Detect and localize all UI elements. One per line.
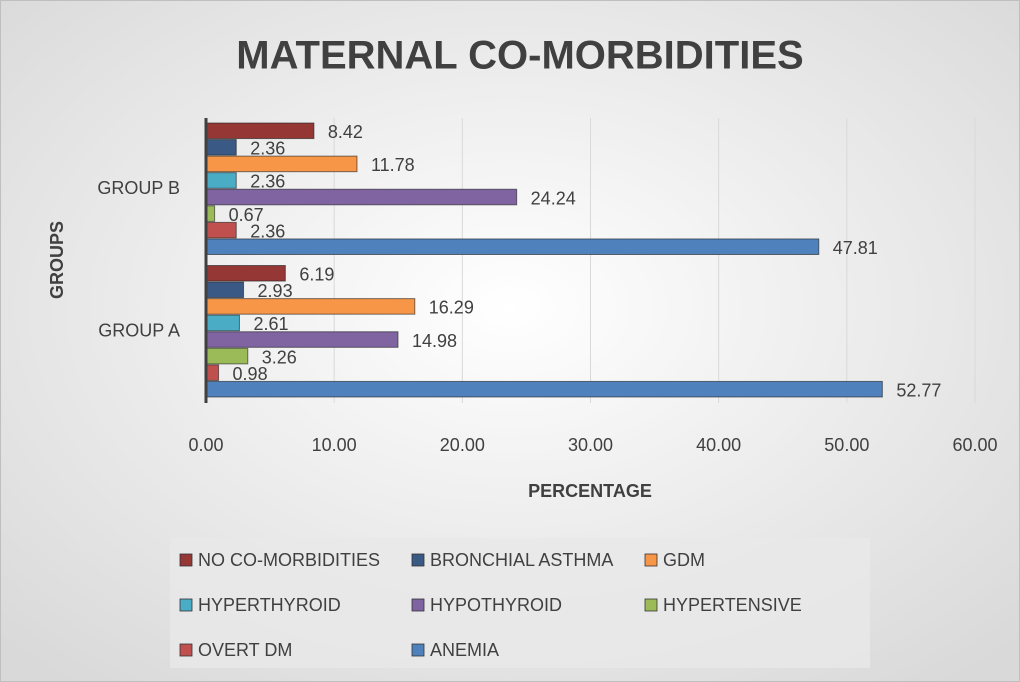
legend-swatch (179, 598, 193, 612)
bar (205, 331, 399, 348)
data-label: 0.67 (229, 205, 264, 225)
legend-label: BRONCHIAL ASTHMA (430, 550, 613, 570)
bar (205, 172, 237, 189)
data-label: 3.26 (262, 347, 297, 367)
data-label: 2.93 (258, 281, 293, 301)
data-label: 16.29 (429, 298, 474, 318)
y-tick-label: GROUP B (97, 178, 180, 198)
data-label: 2.36 (250, 221, 285, 241)
bar (205, 281, 245, 299)
bar (205, 221, 237, 239)
y-tick-label: GROUP A (98, 321, 180, 341)
bar (205, 380, 883, 398)
y-axis-title: GROUPS (47, 221, 67, 299)
bar (205, 347, 249, 365)
legend-label: OVERT DM (198, 640, 292, 660)
x-tick-label: 20.00 (440, 435, 485, 455)
bar (205, 364, 220, 381)
data-label: 2.61 (253, 314, 288, 334)
x-tick-label: 50.00 (824, 435, 869, 455)
data-label: 2.36 (250, 172, 285, 192)
legend-label: HYPERTHYROID (198, 595, 341, 615)
x-tick-label: 40.00 (696, 435, 741, 455)
bar (205, 298, 416, 315)
legend-swatch (179, 553, 193, 567)
legend-label: HYPOTHYROID (430, 595, 562, 615)
data-label: 52.77 (896, 380, 941, 400)
x-tick-label: 60.00 (952, 435, 997, 455)
legend-label: HYPERTENSIVE (663, 595, 802, 615)
legend-swatch (411, 598, 425, 612)
bar (205, 139, 237, 156)
legend-swatch (179, 643, 193, 657)
legend-swatch (411, 553, 425, 567)
bar (205, 122, 315, 140)
legend-swatch (411, 643, 425, 657)
data-label: 8.42 (328, 122, 363, 142)
x-tick-label: 30.00 (568, 435, 613, 455)
data-label: 11.78 (371, 155, 415, 175)
data-label: 24.24 (531, 188, 576, 208)
legend-swatch (644, 598, 658, 612)
bar (205, 188, 518, 206)
data-label: 6.19 (299, 265, 334, 285)
data-label: 2.36 (250, 139, 285, 159)
bar (205, 265, 286, 282)
chart-title: MATERNAL CO-MORBIDITIES (236, 34, 803, 78)
legend-swatch (644, 553, 658, 567)
data-label: 14.98 (412, 331, 457, 351)
bar (205, 314, 240, 332)
bar (205, 155, 358, 173)
legend-label: GDM (663, 550, 705, 570)
legend-box (170, 538, 870, 668)
data-label: 47.81 (833, 238, 878, 258)
x-tick-label: 10.00 (312, 435, 357, 455)
x-axis-title: PERCENTAGE (528, 481, 652, 501)
data-label: 0.98 (233, 364, 268, 384)
x-tick-label: 0.00 (188, 435, 223, 455)
legend-label: NO CO-MORBIDITIES (198, 550, 380, 570)
bar (205, 238, 820, 255)
legend-label: ANEMIA (430, 640, 499, 660)
